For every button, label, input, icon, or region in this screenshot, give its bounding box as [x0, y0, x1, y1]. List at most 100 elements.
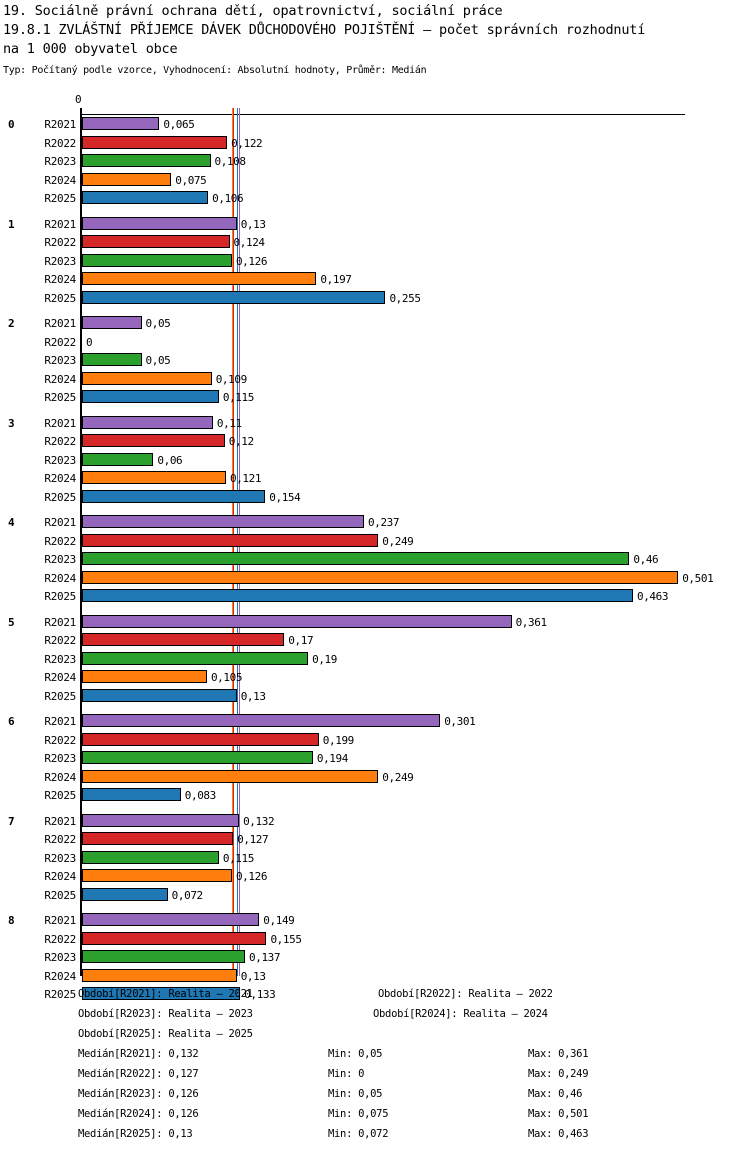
chart-row[interactable]: R2022 0,122: [0, 135, 750, 154]
chart-row[interactable]: R2023 0,06: [0, 452, 750, 471]
chart-row[interactable]: R2021 0,361: [0, 614, 750, 633]
bar-r2024[interactable]: [82, 570, 679, 584]
bar-r2023[interactable]: [82, 452, 154, 466]
chart-row[interactable]: R2021 0,149: [0, 912, 750, 931]
chart-row[interactable]: R2023 0,115: [0, 850, 750, 869]
bar-r2024[interactable]: [82, 670, 207, 684]
row-label-r2025: R2025: [44, 391, 76, 405]
chart-row[interactable]: R2025 0,133: [0, 986, 750, 1005]
row-label-r2023: R2023: [44, 155, 76, 169]
bar-r2025[interactable]: [82, 589, 633, 603]
bar-r2024[interactable]: [82, 968, 237, 982]
chart-row[interactable]: R2025 0,463: [0, 588, 750, 607]
chart-row[interactable]: R2024 0,501: [0, 570, 750, 589]
bar-value-label: 0,132: [243, 814, 275, 828]
chart-row[interactable]: R2025 0,13: [0, 688, 750, 707]
bar-r2022[interactable]: [82, 732, 319, 746]
chart-row[interactable]: R2021 0,132: [0, 813, 750, 832]
chart-row[interactable]: R2025 0,115: [0, 389, 750, 408]
row-label-r2025: R2025: [44, 888, 76, 902]
bar-r2022[interactable]: [82, 832, 234, 846]
bar-r2021[interactable]: [82, 714, 441, 727]
row-label-r2023: R2023: [44, 254, 76, 268]
bar-r2021[interactable]: [82, 813, 240, 827]
chart-row[interactable]: R2023 0,46: [0, 551, 750, 570]
bar-r2022[interactable]: [82, 434, 225, 448]
bar-r2023[interactable]: [82, 950, 246, 964]
chart-row[interactable]: R2021 0,301: [0, 713, 750, 732]
bar-r2023[interactable]: [82, 552, 630, 566]
bar-r2024[interactable]: [82, 371, 212, 385]
chart-row[interactable]: R2025 0,106: [0, 190, 750, 209]
bar-r2024[interactable]: [82, 869, 232, 883]
chart-row[interactable]: R2023 0,05: [0, 352, 750, 371]
bar-r2023[interactable]: [82, 154, 211, 168]
bar-r2021[interactable]: [82, 913, 260, 926]
bar-r2024[interactable]: [82, 769, 379, 783]
bar-r2025[interactable]: [82, 788, 181, 802]
chart-row[interactable]: R2022 0,17: [0, 632, 750, 651]
bar-r2024[interactable]: [82, 172, 172, 186]
bar-r2025[interactable]: [82, 489, 266, 503]
chart-legend: Období[R2021]: Realita – 2021 Období[R20…: [0, 988, 750, 1148]
bar-r2022[interactable]: [82, 235, 230, 249]
chart-row[interactable]: R2022 0,127: [0, 831, 750, 850]
chart-row[interactable]: R2023 0,126: [0, 253, 750, 272]
chart-row[interactable]: R2022 0,199: [0, 732, 750, 751]
bar-r2021[interactable]: [82, 515, 365, 528]
bar-r2022[interactable]: [82, 533, 379, 547]
chart-row[interactable]: R2021 0,05: [0, 315, 750, 334]
bar-r2022[interactable]: [82, 135, 228, 149]
bar-value-label: 0,075: [175, 173, 207, 187]
chart-row[interactable]: R2023 0,137: [0, 949, 750, 968]
chart-row[interactable]: R2022 0,249: [0, 533, 750, 552]
bar-r2021[interactable]: [82, 614, 512, 628]
bar-r2022[interactable]: [82, 633, 285, 647]
chart-row[interactable]: R2022 0,12: [0, 433, 750, 452]
row-label-r2021: R2021: [44, 118, 76, 131]
row-label-r2023: R2023: [44, 453, 76, 467]
chart-row[interactable]: R2022 0,124: [0, 234, 750, 253]
bar-r2023[interactable]: [82, 353, 142, 367]
chart-row[interactable]: R2023 0,19: [0, 651, 750, 670]
bar-r2023[interactable]: [82, 253, 232, 267]
bar-r2025[interactable]: [82, 390, 219, 404]
chart-row[interactable]: R2024 0,197: [0, 271, 750, 290]
chart-row[interactable]: R2024 0,109: [0, 371, 750, 390]
chart-row[interactable]: R2022 0: [0, 334, 750, 353]
chart-row[interactable]: R2024 0,075: [0, 172, 750, 191]
bar-r2021[interactable]: [82, 117, 160, 130]
bar-r2025[interactable]: [82, 987, 241, 1001]
bar-r2023[interactable]: [82, 751, 313, 765]
stats-row-r2022: Medián[R2022]: 0,127 Min: 0 Max: 0,249: [0, 1068, 750, 1088]
chart-row[interactable]: R2024 0,13: [0, 968, 750, 987]
bar-r2025[interactable]: [82, 290, 386, 304]
chart-row[interactable]: R2025 0,083: [0, 787, 750, 806]
bar-r2025[interactable]: [82, 191, 209, 205]
chart-row[interactable]: R2023 0,108: [0, 153, 750, 172]
bar-r2021[interactable]: [82, 415, 213, 429]
chart-row[interactable]: R2021 0,237: [0, 514, 750, 533]
bar-r2023[interactable]: [82, 850, 219, 864]
chart-row[interactable]: R2024 0,105: [0, 669, 750, 688]
chart-row[interactable]: R2024 0,126: [0, 868, 750, 887]
bar-r2021[interactable]: [82, 216, 237, 230]
chart-row[interactable]: R2024 0,121: [0, 470, 750, 489]
bar-r2025[interactable]: [82, 688, 237, 702]
bar-r2023[interactable]: [82, 651, 309, 665]
chart-row[interactable]: R2022 0,155: [0, 931, 750, 950]
bar-r2024[interactable]: [82, 471, 226, 485]
bar-r2021[interactable]: [82, 316, 142, 329]
bar-value-label: 0,154: [269, 490, 301, 504]
bar-r2022[interactable]: [82, 931, 267, 945]
bar-r2025[interactable]: [82, 887, 168, 901]
chart-row[interactable]: R2025 0,072: [0, 887, 750, 906]
chart-row[interactable]: R2021 0,13: [0, 216, 750, 235]
chart-row[interactable]: R2021 0,065: [0, 116, 750, 135]
bar-r2024[interactable]: [82, 272, 317, 286]
chart-row[interactable]: R2025 0,255: [0, 290, 750, 309]
chart-row[interactable]: R2023 0,194: [0, 750, 750, 769]
chart-row[interactable]: R2025 0,154: [0, 489, 750, 508]
chart-row[interactable]: R2024 0,249: [0, 769, 750, 788]
chart-row[interactable]: R2021 0,11: [0, 415, 750, 434]
